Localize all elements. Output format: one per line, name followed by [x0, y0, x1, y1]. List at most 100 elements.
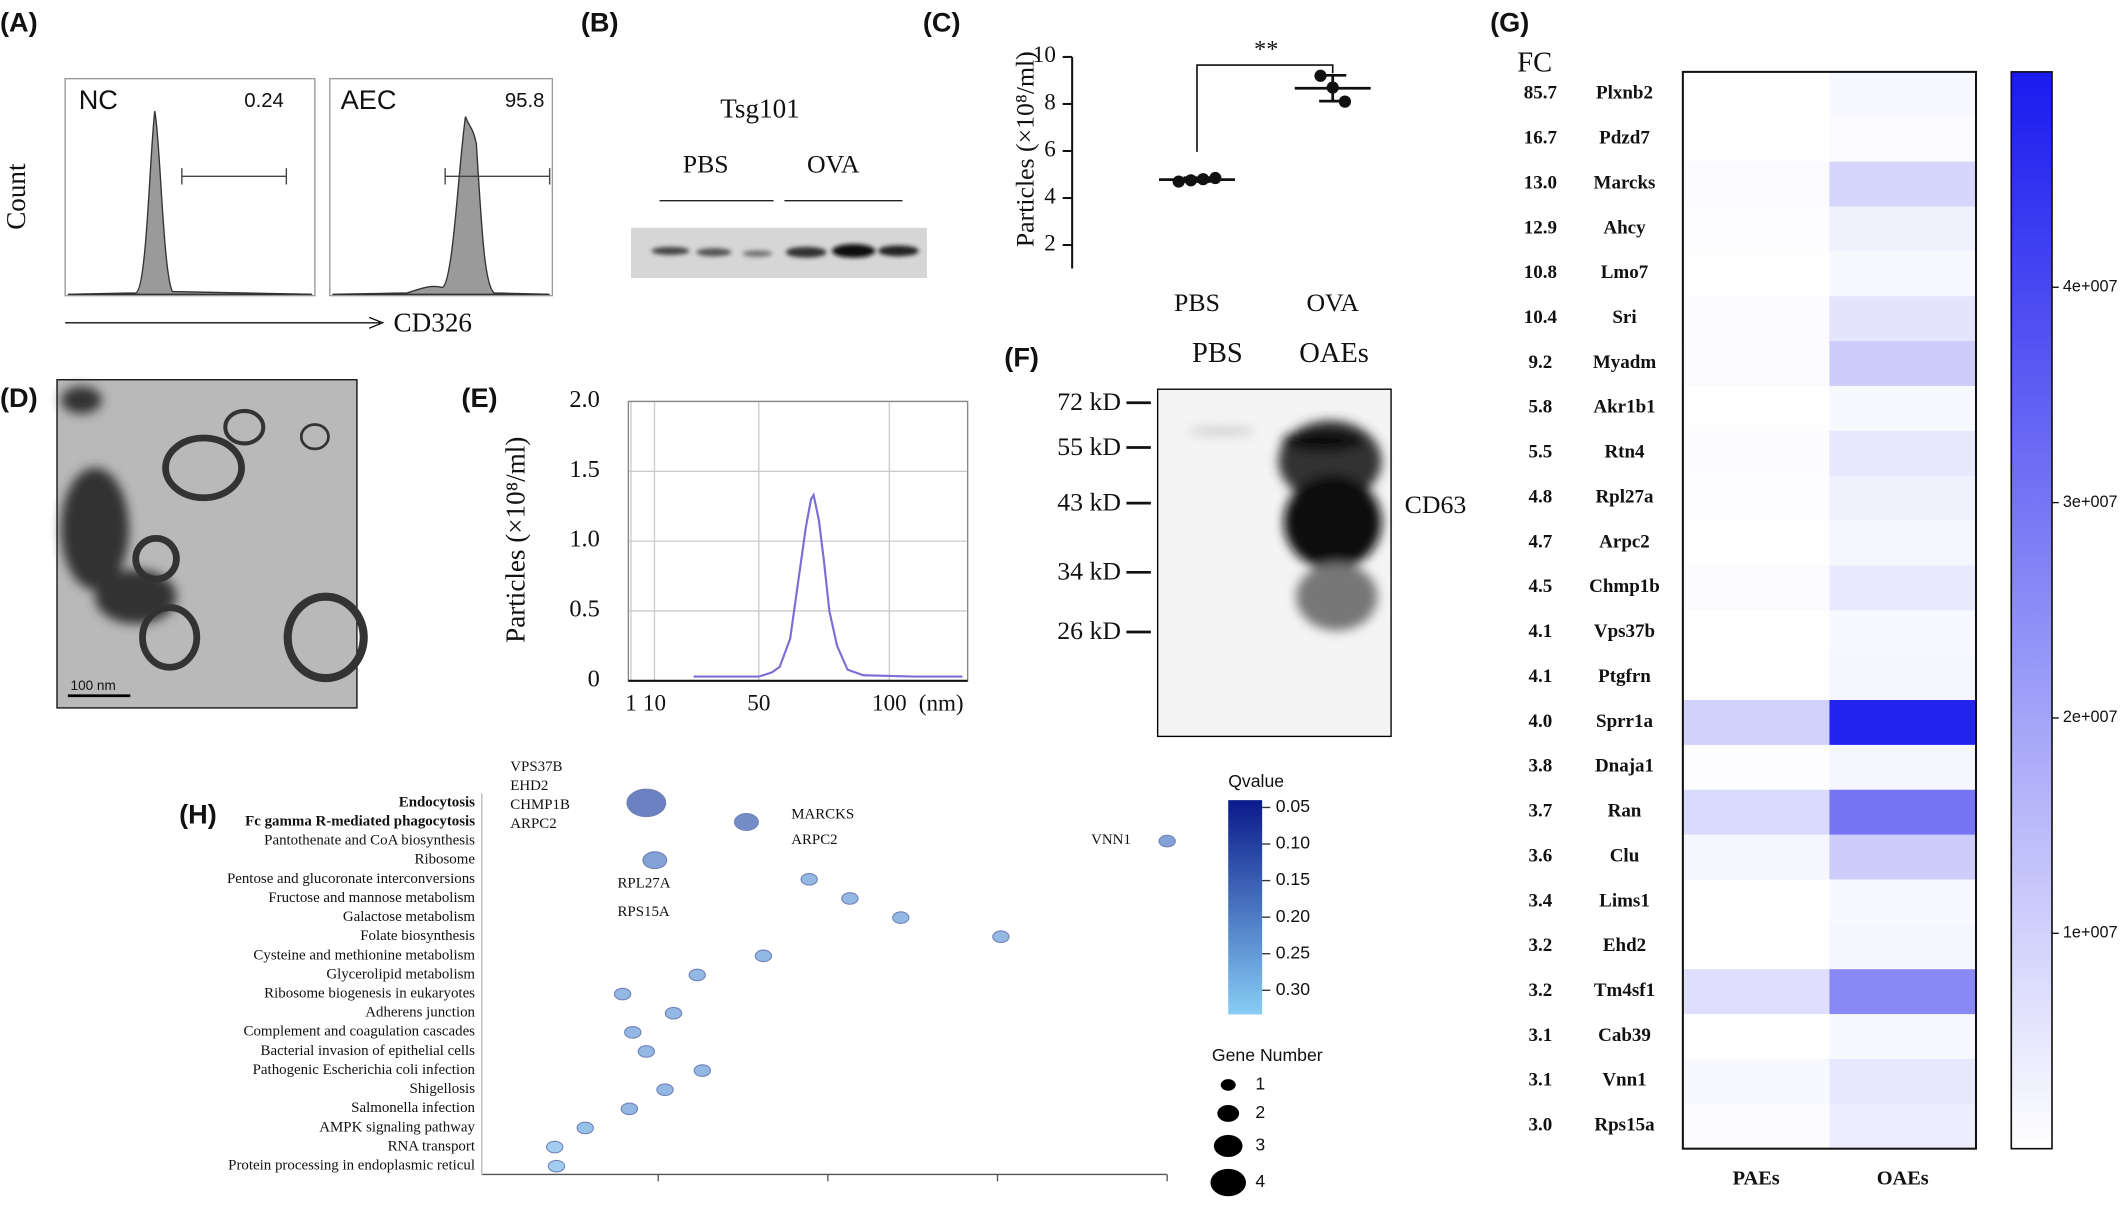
group-label: PBS — [683, 150, 729, 179]
heat-cell — [1682, 700, 1830, 746]
category-label: Ribosome — [415, 852, 476, 868]
heat-cell — [1682, 296, 1830, 342]
annotation: VNN1 — [1091, 832, 1131, 848]
fc-label: 13.0 — [1524, 172, 1557, 193]
heat-cell — [1682, 744, 1830, 791]
protein-label: CD63 — [1405, 490, 1467, 519]
protein-label: Tsg101 — [720, 93, 800, 123]
size-key — [1220, 1079, 1236, 1091]
bubble — [637, 1045, 656, 1058]
histogram — [67, 111, 313, 295]
row-label: Clu — [1610, 845, 1640, 866]
column-label: OAEs — [1877, 1168, 1929, 1190]
x-tick-label: PBS — [1174, 288, 1220, 317]
panel-label: (F) — [1004, 342, 1039, 373]
heat-cell — [1829, 385, 1976, 432]
plot-frame — [329, 77, 554, 297]
heat-cell — [1829, 879, 1976, 926]
bubble — [546, 1140, 564, 1154]
significance-bracket — [1196, 64, 1334, 152]
heat-cell — [1829, 71, 1976, 118]
colorbar — [2010, 71, 2053, 1150]
heat-cell — [1829, 251, 1976, 297]
colorbar-tick-label: 2e+007 — [2063, 708, 2118, 726]
bubble — [547, 1159, 566, 1173]
row-label: Vps37b — [1594, 621, 1655, 642]
size-key-label: 3 — [1255, 1135, 1265, 1155]
y-tick-label: 1.0 — [569, 526, 600, 553]
category-label: Pathogenic Escherichia coli infection — [253, 1062, 476, 1078]
x-tick-label: OVA — [1306, 288, 1359, 317]
row-label: Rpl27a — [1595, 486, 1654, 507]
fc-label: 3.7 — [1528, 801, 1552, 822]
heat-cell — [1682, 430, 1830, 477]
marker-label: 26 kD — [1057, 616, 1121, 645]
heat-cell — [1829, 430, 1976, 477]
category-label: Complement and coagulation cascades — [244, 1024, 476, 1040]
annotation: RPS15A — [618, 904, 670, 920]
fc-label: 9.2 — [1528, 352, 1552, 373]
bubble — [693, 1064, 712, 1077]
category-label: Protein processing in endoplasmic reticu… — [228, 1158, 475, 1174]
heat-cell — [1682, 251, 1830, 297]
panel-label: (G) — [1490, 7, 1529, 38]
x-tick-label: 10 — [643, 690, 666, 716]
heat-cell — [1829, 789, 1976, 836]
fc-label: 4.8 — [1528, 486, 1552, 507]
heat-cell — [1682, 565, 1830, 611]
colorbar-tick-label: 0.30 — [1276, 979, 1311, 999]
heat-cell — [1829, 341, 1976, 387]
heat-cell — [1682, 879, 1830, 926]
row-label: Sprr1a — [1596, 711, 1653, 732]
heat-cell — [1829, 116, 1976, 163]
row-label: Tm4sf1 — [1594, 980, 1655, 1001]
panel-label: (C) — [923, 7, 961, 38]
heat-cell — [1682, 924, 1830, 970]
y-tick-label: 1.5 — [569, 456, 600, 483]
row-label: Ptgfrn — [1598, 666, 1651, 687]
bubble — [656, 1083, 674, 1096]
size-key — [1213, 1134, 1243, 1158]
colorbar-tick-label: 0.10 — [1276, 833, 1311, 853]
y-tick-label: 4 — [1044, 182, 1056, 208]
row-label: Arpc2 — [1599, 531, 1650, 552]
fc-label: 3.6 — [1528, 845, 1552, 866]
heat-cell — [1682, 520, 1830, 567]
annotation: RPL27A — [618, 876, 671, 892]
size-key-label: 2 — [1255, 1102, 1265, 1122]
fc-label: 16.7 — [1524, 128, 1558, 149]
marker-label: 43 kD — [1057, 487, 1121, 516]
y-tick-label: 2.0 — [569, 386, 600, 413]
error-bar — [1319, 73, 1347, 103]
debris — [61, 386, 177, 624]
fc-label: 3.1 — [1528, 1025, 1552, 1046]
category-label: Fructose and mannose metabolism — [268, 890, 475, 906]
smear — [1187, 420, 1382, 631]
gate — [444, 168, 551, 185]
row-label: Ahcy — [1603, 217, 1646, 238]
colorbar-tick-label: 0.05 — [1276, 796, 1311, 816]
panel-label: (A) — [0, 7, 38, 38]
category-label: Galactose metabolism — [343, 909, 475, 925]
colorbar-tick-label: 0.20 — [1276, 906, 1311, 926]
row-label: Pdzd7 — [1599, 128, 1650, 149]
row-label: Rtn4 — [1604, 442, 1645, 463]
axis-unit: (nm) — [919, 690, 964, 716]
heat-cell — [1829, 744, 1976, 791]
heat-cell — [1682, 1014, 1830, 1060]
axis-label: Particles (×10⁸/ml) — [1010, 51, 1039, 247]
heat-cell — [1682, 969, 1830, 1015]
fc-label: 5.5 — [1528, 442, 1552, 463]
size-key-label: 4 — [1255, 1171, 1265, 1191]
category-label: Cysteine and methionine metabolism — [253, 947, 475, 963]
heat-cell — [1829, 834, 1976, 881]
y-tick-label: 0 — [588, 665, 600, 692]
heat-cell — [1682, 1103, 1830, 1150]
bubble — [1158, 834, 1176, 848]
group-label: OAEs — [1299, 338, 1369, 369]
row-label: Dnaja1 — [1595, 756, 1654, 777]
heat-cell — [1682, 789, 1830, 836]
heat-cell — [1682, 161, 1830, 208]
marker-ticks — [1126, 401, 1151, 634]
category-label: Salmonella infection — [351, 1100, 475, 1116]
